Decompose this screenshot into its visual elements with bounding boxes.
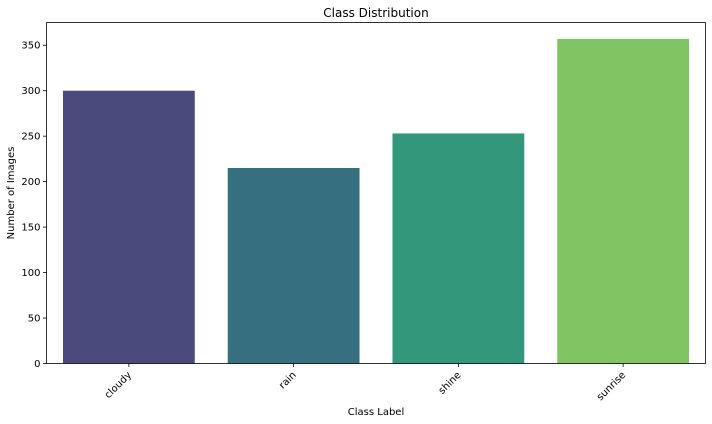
y-tick-label-350: 350: [21, 41, 40, 52]
x-tick-label-sunrise: sunrise: [595, 370, 628, 403]
bar-cloudy: [62, 90, 195, 364]
y-tick-label-50: 50: [28, 314, 41, 325]
y-tick-label-150: 150: [21, 223, 40, 234]
y-tick-label-300: 300: [21, 86, 40, 97]
x-axis: cloudy rain shine sunrise: [103, 363, 628, 403]
bars-group: [62, 38, 690, 364]
y-axis: 0 50 100 150 200 250 300 350: [21, 41, 47, 370]
y-tick-label-100: 100: [21, 268, 40, 279]
y-axis-title: Number of Images: [6, 147, 17, 240]
plot-frame: [46, 22, 706, 364]
x-tick-label-rain: rain: [277, 370, 298, 391]
bar-shine: [392, 133, 525, 364]
y-tick-label-250: 250: [21, 132, 40, 143]
bar-rain: [227, 167, 360, 364]
chart-title: Class Distribution: [323, 6, 428, 20]
y-tick-label-200: 200: [21, 177, 40, 188]
bar-sunrise: [557, 38, 690, 364]
y-tick-label-0: 0: [34, 359, 40, 370]
x-axis-title: Class Label: [348, 407, 404, 418]
x-tick-label-cloudy: cloudy: [103, 370, 134, 401]
x-tick-label-shine: shine: [437, 370, 464, 397]
